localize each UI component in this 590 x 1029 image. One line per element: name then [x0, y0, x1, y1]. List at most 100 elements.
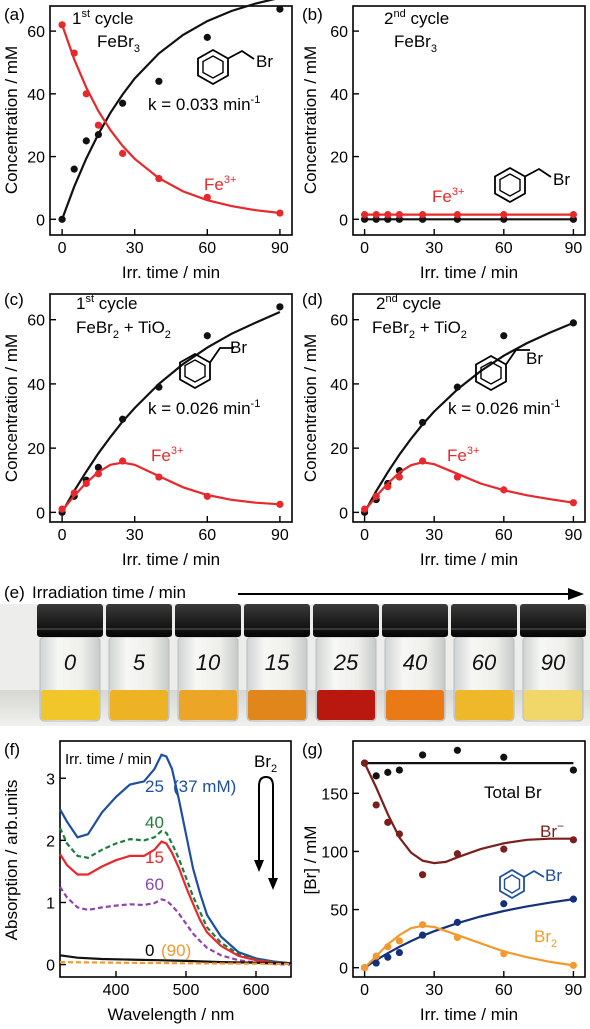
panel-b-label: (b)	[302, 5, 323, 24]
panel-f-label-40: 40	[145, 813, 164, 832]
data-point-fe3-	[203, 492, 211, 500]
data-point-br2	[419, 921, 427, 929]
y-tick-label: 150	[321, 786, 348, 803]
data-point-total-br	[395, 766, 403, 774]
panel-c-reagent: FeBr2 + TiO2	[76, 318, 171, 341]
panel-d-fe-label: Fe3+	[447, 445, 479, 465]
y-tick-label: 100	[321, 844, 348, 861]
data-point-total-br	[453, 746, 461, 754]
spectrum-line-40	[58, 827, 292, 965]
panel-a-label: (a)	[4, 5, 25, 24]
spectrum-line-60	[59, 886, 292, 966]
panel-g-br2-label: Br2	[534, 927, 557, 950]
x-tick-label: 0	[58, 240, 67, 257]
vial-label: 25	[333, 650, 359, 675]
panel-g-brminus-label: Br−	[540, 819, 564, 841]
panel-f-label-37: (37 mM)	[173, 777, 236, 796]
data-point-br-	[372, 801, 380, 809]
panel-f-label-25: 25	[145, 777, 164, 796]
y-tick-label: 60	[27, 24, 45, 41]
panel-g-xlabel: Irr. time / min	[420, 1005, 518, 1024]
vial-liquid	[110, 690, 168, 720]
vial-cap	[520, 604, 586, 637]
fit-line-benzyl-bromide	[363, 321, 574, 513]
panel-d-plot: 0 30 60 90 0 20 40 60	[330, 313, 582, 544]
data-point-benzyl-bromide	[569, 895, 578, 903]
data-point-fe3-	[453, 211, 461, 219]
data-point-br2	[361, 964, 369, 972]
data-point-fe3-	[155, 174, 163, 183]
panel-a-ylabel: Concentration / mM	[2, 46, 21, 194]
data-point-fe3-	[419, 211, 427, 219]
vial-label: 10	[196, 650, 221, 675]
vial-label: 15	[265, 650, 290, 675]
data-point-br2	[569, 961, 578, 969]
y-tick-label: 0	[46, 958, 55, 975]
vial: 5	[106, 604, 172, 722]
panel-a-mol-br: Br	[256, 52, 273, 71]
vial-cap	[175, 604, 241, 637]
data-point-benzyl-bromide	[500, 900, 508, 908]
vial-cap	[244, 604, 310, 637]
panel-g-label: (g)	[302, 740, 323, 759]
x-tick-label: 30	[425, 240, 443, 257]
vial-liquid	[524, 690, 582, 720]
x-tick-label: 30	[425, 982, 443, 999]
data-point-br-	[395, 830, 403, 838]
x-tick-label: 0	[360, 240, 369, 257]
panel-d-reagent: FeBr2 + TiO2	[372, 318, 467, 341]
vial-liquid	[455, 690, 513, 720]
data-point-benzyl-bromide	[419, 418, 427, 427]
data-point-benzyl-bromide	[58, 215, 66, 223]
x-tick-label: 0	[360, 527, 369, 544]
data-point-fe3-	[203, 193, 211, 201]
panel-f-ylabel: Absorption / arb.units	[2, 780, 21, 941]
panel-f-label: (f)	[4, 740, 20, 759]
x-tick-label: 30	[425, 527, 443, 544]
benzyl-bromide-structure-b: Br	[494, 166, 570, 204]
panel-c-ylabel: Concentration / mM	[2, 334, 21, 482]
fit-line-benzyl-bromide	[61, 310, 281, 513]
x-tick-label: 60	[198, 527, 216, 544]
y-tick-label: 40	[330, 377, 348, 394]
data-point-benzyl-bromide	[419, 931, 427, 939]
vial-label: 90	[541, 650, 566, 675]
vial-row: 0 5 10 15 25 40 60 90	[37, 604, 586, 722]
data-point-total-br	[372, 772, 380, 780]
benzyl-bromide-structure-c: Br	[179, 338, 247, 390]
x-tick-label: 30	[126, 240, 144, 257]
y-tick-label: 60	[330, 24, 348, 41]
data-point-fe3-	[384, 483, 392, 491]
x-tick-label: 60	[495, 527, 513, 544]
vial-cap	[106, 604, 172, 637]
data-point-br2	[395, 937, 403, 945]
x-tick-label: 60	[198, 240, 216, 257]
panel-f-label-60: 60	[145, 875, 164, 894]
panel-c-frame	[49, 293, 293, 523]
panel-a-reagent: FeBr3	[97, 32, 140, 55]
data-point-benzyl-bromide	[276, 303, 284, 311]
data-point-br-	[569, 836, 578, 844]
panel-g-total-label: Total Br	[484, 783, 542, 802]
y-tick-label: 1	[46, 895, 55, 912]
data-point-br-	[361, 759, 369, 767]
data-point-benzyl-bromide	[70, 165, 78, 173]
fit-line-benzyl-bromide	[61, 0, 276, 220]
x-tick-label: 90	[271, 527, 289, 544]
data-point-br-	[384, 818, 392, 826]
x-tick-label: 600	[243, 982, 270, 999]
data-point-total-br	[500, 753, 508, 761]
panel-f-label-0: 0	[145, 941, 154, 960]
fit-line-benzyl-bromide	[363, 898, 574, 969]
panel-c-xlabel: Irr. time / min	[122, 550, 220, 569]
x-tick-label: 90	[565, 240, 583, 257]
panel-d-mol-br: Br	[526, 349, 543, 368]
data-point-fe3-	[94, 470, 102, 478]
data-point-br2	[453, 933, 461, 942]
y-tick-label: 40	[330, 87, 348, 104]
data-point-fe3-	[384, 211, 392, 219]
time-arrow	[238, 588, 584, 600]
y-tick-label: 40	[27, 87, 45, 104]
y-tick-label: 60	[27, 313, 45, 330]
